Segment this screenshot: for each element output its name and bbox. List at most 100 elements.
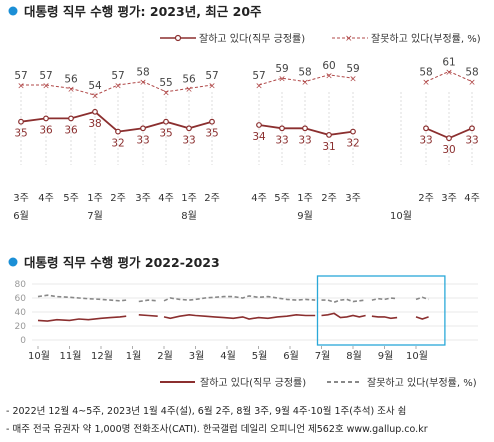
approve-point-17 — [469, 125, 475, 132]
disapprove-point-3: × — [91, 92, 99, 102]
approve-trend-seg-3 — [321, 312, 366, 319]
approve-label-9: 34 — [252, 131, 266, 143]
disapprove-point-1: × — [42, 82, 50, 92]
disapprove-trend-seg-5 — [415, 296, 429, 301]
week-tick-5: 3주 — [135, 193, 151, 204]
legend2-disapprove-label: 잘못하고 있다(부정률, %) — [367, 376, 477, 389]
approve-label-4: 32 — [111, 138, 124, 150]
week-tick-4: 2주 — [110, 193, 126, 204]
disapprove-trend-seg-0 — [37, 294, 127, 302]
approve-label-17: 33 — [465, 134, 478, 146]
week-tick-0: 3주 — [13, 193, 29, 204]
month-axis-label-7: 5월 — [252, 350, 268, 362]
disapprove-line-seg-2 — [425, 70, 473, 83]
approve-trend-seg-2 — [163, 313, 316, 320]
disapprove-label-2: 56 — [64, 73, 78, 85]
disapprove-label-10: 59 — [275, 63, 288, 75]
chart1-plot: ×57353주×57364주×56365주×54381주×57322주×5833… — [13, 56, 480, 222]
week-tick-12: 2주 — [321, 193, 337, 204]
month-label-4: 10월 — [390, 210, 412, 222]
approve-point-16 — [446, 135, 452, 142]
month-label-2: 8월 — [181, 210, 197, 222]
disapprove-label-6: 55 — [159, 77, 172, 89]
approve-label-10: 33 — [275, 134, 288, 146]
month-label-3: 9월 — [297, 210, 313, 222]
week-tick-3: 1주 — [87, 193, 103, 204]
month-axis-label-6: 4월 — [220, 350, 236, 362]
approve-trend-seg-5 — [415, 316, 429, 320]
y-tick-1: 20 — [15, 322, 27, 332]
legend-approve-marker — [174, 34, 182, 42]
disapprove-label-8: 57 — [205, 70, 218, 82]
month-axis-label-4: 2월 — [157, 350, 173, 362]
week-tick-15: 2주 — [418, 193, 434, 204]
disapprove-line-seg-0 — [21, 81, 213, 96]
approve-point-15 — [423, 125, 429, 132]
approve-point-13 — [350, 128, 356, 135]
disapprove-point-8: × — [208, 82, 216, 92]
month-label-0: 6월 — [13, 210, 29, 222]
approve-label-6: 35 — [159, 128, 172, 140]
approve-label-1: 36 — [39, 124, 53, 136]
disapprove-label-11: 58 — [298, 67, 311, 79]
approve-label-15: 33 — [419, 134, 432, 146]
disapprove-point-12: × — [325, 71, 333, 81]
month-axis-label-12: 10월 — [406, 350, 428, 362]
disapprove-point-4: × — [114, 82, 122, 92]
disapprove-label-4: 57 — [111, 70, 124, 82]
week-tick-10: 5주 — [274, 193, 290, 204]
disapprove-trend-seg-2 — [163, 295, 316, 302]
approve-label-0: 35 — [14, 128, 27, 140]
disapprove-trend-seg-3 — [321, 298, 366, 304]
disapprove-label-5: 58 — [136, 67, 149, 79]
approve-label-11: 33 — [298, 134, 311, 146]
chart1-legend: 잘하고 있다(직무 긍정률) × 잘못하고 있다(부정률, %) — [160, 32, 481, 45]
y-tick-3: 60 — [15, 294, 27, 304]
approve-label-12: 31 — [322, 141, 335, 153]
approve-point-7 — [186, 125, 192, 132]
approve-trend-seg-0 — [37, 315, 127, 322]
month-axis-label-9: 7월 — [315, 350, 331, 362]
approve-point-9 — [256, 122, 262, 128]
month-axis-label-0: 10월 — [28, 350, 50, 362]
week-tick-1: 4주 — [38, 193, 54, 204]
legend2-approve-label: 잘하고 있다(직무 긍정률) — [200, 376, 306, 389]
highlight-box — [316, 275, 446, 346]
approve-trend-seg-4 — [371, 315, 398, 320]
week-tick-17: 4주 — [464, 193, 480, 204]
approve-point-0 — [18, 118, 24, 125]
disapprove-point-6: × — [162, 88, 170, 98]
disapprove-label-12: 60 — [322, 60, 335, 72]
month-axis-label-2: 12월 — [91, 350, 113, 362]
disapprove-trend-seg-4 — [371, 297, 398, 301]
approve-point-10 — [279, 125, 285, 132]
chart2-plot: 0 20 40 60 80 10월 11월 12월 1월 2월 3월 4월 5월 6월 7월 8월 9월 10월 — [15, 275, 478, 362]
week-tick-9: 4주 — [251, 193, 267, 204]
approve-label-8: 35 — [205, 128, 218, 140]
approve-point-12 — [326, 131, 332, 138]
disapprove-label-13: 59 — [346, 63, 359, 75]
approve-point-6 — [163, 118, 169, 125]
disapprove-point-5: × — [139, 78, 147, 88]
approve-point-5 — [140, 125, 146, 132]
week-tick-8: 2주 — [204, 193, 220, 204]
month-axis-label-11: 9월 — [378, 350, 394, 362]
month-axis-label-3: 1월 — [126, 350, 142, 362]
disapprove-line-seg-1 — [258, 74, 354, 86]
approve-label-13: 32 — [346, 138, 359, 150]
approve-point-2 — [68, 115, 74, 122]
disapprove-point-13: × — [349, 75, 357, 85]
disapprove-point-0: × — [17, 82, 25, 92]
chart1-title: 대통령 직무 수행 평가: 2023년, 최근 20주 — [24, 4, 262, 19]
approve-point-3 — [92, 108, 98, 115]
week-tick-7: 1주 — [181, 193, 197, 204]
disapprove-point-16: × — [445, 68, 453, 78]
disapprove-point-10: × — [278, 75, 286, 85]
disapprove-point-2: × — [67, 85, 75, 95]
month-axis-label-5: 3월 — [189, 350, 205, 362]
week-tick-16: 3주 — [441, 193, 457, 204]
footnote-1: - 2022년 12월 4~5주, 2023년 1월 4주(설), 6월 2주,… — [6, 405, 406, 417]
chart2-legend: 잘하고 있다(직무 긍정률) 잘못하고 있다(부정률, %) — [160, 376, 477, 389]
approve-point-1 — [43, 115, 49, 122]
